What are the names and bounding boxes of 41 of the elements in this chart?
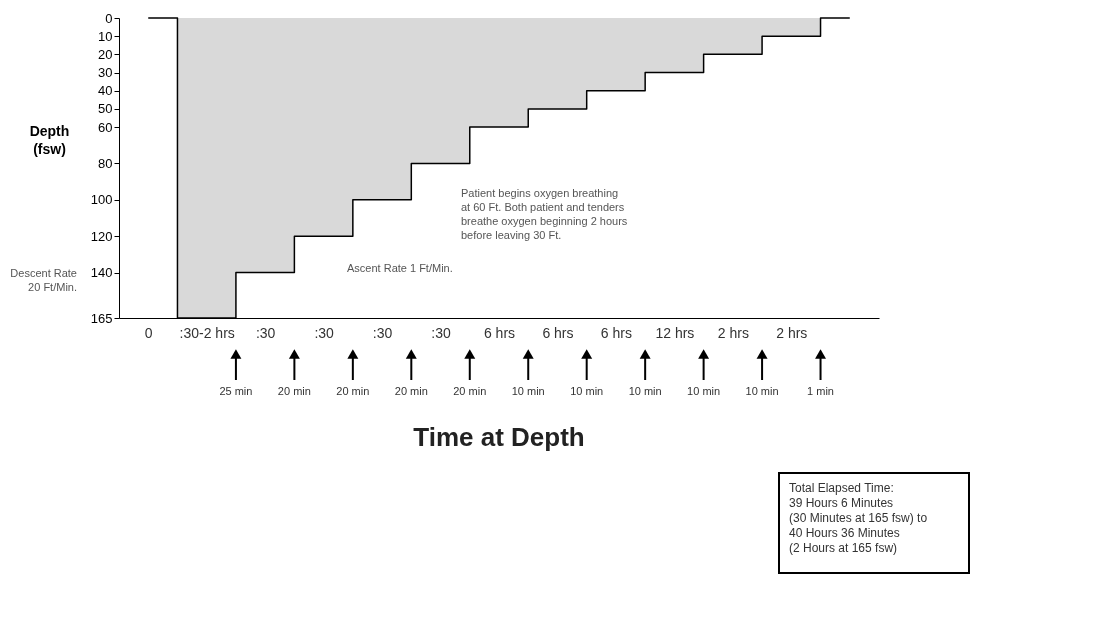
text: 20 min [336, 385, 370, 397]
text: 20 min [277, 385, 311, 397]
x-tick-label: :30-2 hrs [179, 324, 235, 341]
y-tick-label: 140 [90, 265, 113, 281]
x-tick-label: 2 hrs [776, 324, 808, 341]
x-tick-label: 2 hrs [717, 324, 749, 341]
x-tick-label: 0 [144, 324, 153, 341]
y-tick-label: 165 [90, 310, 113, 326]
x-axis-title: Time at Depth [413, 422, 585, 452]
y-tick-label: 0 [105, 10, 113, 26]
x-tick-label: :30 [255, 324, 276, 341]
y-tick-label: 40 [98, 83, 113, 99]
text: 25 min [219, 385, 253, 397]
annotation: Patient begins oxygen breathing at 60 Ft. Both patient and tenders breathe oxygen beginning 2 hours before leaving 30 Ft. [461, 187, 628, 241]
x-tick-label: 12 hrs [655, 324, 695, 341]
text: Total Elapsed Time: 39 Hours 6 Minutes (30 Minutes at 165 fsw) to 40 Hours 36 Minutes (2 Hours at 165 fsw) [789, 481, 928, 555]
y-tick-label: 50 [98, 101, 113, 117]
text: 10 min [511, 385, 545, 397]
x-tick-label: 6 hrs [483, 324, 516, 341]
text: 1 min [807, 385, 834, 397]
y-tick-label: 80 [98, 155, 113, 171]
x-tick-label: 6 hrs [600, 324, 632, 341]
y-tick-label: 10 [98, 28, 113, 44]
text: 20 min [394, 385, 428, 397]
y-tick-label: 60 [98, 119, 113, 135]
annotation: Ascent Rate 1 Ft/Min. [347, 262, 453, 274]
x-tick-label: :30 [314, 324, 335, 341]
x-tick-label: :30 [431, 324, 451, 341]
x-tick-label: 6 hrs [542, 324, 574, 341]
y-tick-label: 20 [98, 46, 113, 62]
y-axis-title: Depth (fsw) [29, 122, 70, 157]
x-tick-label: :30 [372, 324, 393, 341]
y-tick-label: 30 [98, 65, 113, 81]
text: 20 min [453, 385, 487, 397]
y-tick-label: 100 [90, 192, 113, 208]
text: 10 min [687, 385, 721, 397]
text: Descent Rate 20 Ft/Min. [10, 267, 77, 293]
text: 10 min [628, 385, 662, 397]
text: 10 min [570, 385, 604, 397]
text: 10 min [745, 385, 779, 397]
y-tick-label: 120 [90, 228, 113, 244]
